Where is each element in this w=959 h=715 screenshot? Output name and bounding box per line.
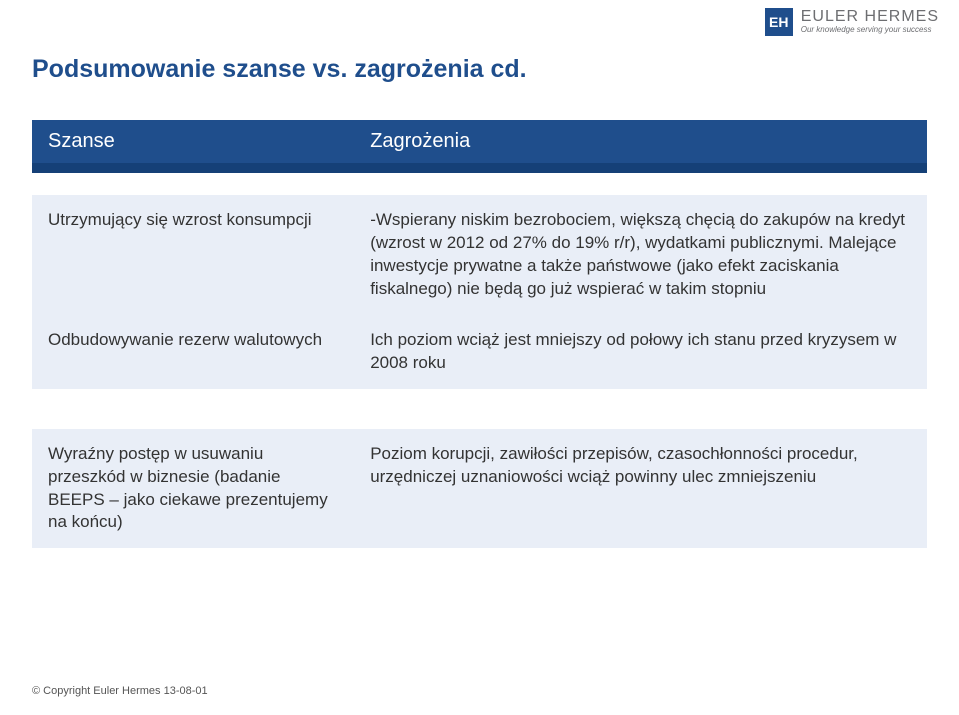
copyright-footer: © Copyright Euler Hermes 13-08-01	[32, 685, 208, 697]
table-cell-szanse: Odbudowywanie rezerw walutowych	[32, 315, 354, 389]
brand-name: EULER HERMES	[801, 9, 939, 26]
table-row: Wyraźny postęp w usuwaniu przeszkód w bi…	[32, 429, 927, 549]
brand-text-block: EULER HERMES Our knowledge serving your …	[801, 9, 939, 34]
table-cell-zagrozenia: Poziom korupcji, zawiłości przepisów, cz…	[354, 429, 927, 549]
table-cell-zagrozenia: -Wspierany niskim bezrobociem, większą c…	[354, 195, 927, 315]
page-title: Podsumowanie szanse vs. zagrożenia cd.	[32, 55, 527, 84]
table-row: Utrzymujący się wzrost konsumpcji-Wspier…	[32, 195, 927, 315]
table-cell-szanse: Wyraźny postęp w usuwaniu przeszkód w bi…	[32, 429, 354, 549]
table-cell-szanse: Utrzymujący się wzrost konsumpcji	[32, 195, 354, 315]
table-header-szanse: Szanse	[32, 120, 354, 163]
brand-badge-text: EH	[769, 14, 788, 30]
table-header-divider	[32, 163, 927, 173]
table-header-row: Szanse Zagrożenia	[32, 120, 927, 163]
table-header-zagrozenia: Zagrożenia	[354, 120, 927, 163]
brand-tagline: Our knowledge serving your success	[801, 26, 939, 34]
table-row: Odbudowywanie rezerw walutowychIch pozio…	[32, 315, 927, 389]
table-header-gap	[32, 173, 927, 195]
brand-logo: EH EULER HERMES Our knowledge serving yo…	[765, 8, 939, 36]
table-cell-zagrozenia: Ich poziom wciąż jest mniejszy od połowy…	[354, 315, 927, 389]
comparison-table: Szanse Zagrożenia Utrzymujący się wzrost…	[32, 120, 927, 548]
table-group-gap	[32, 389, 927, 429]
brand-badge: EH	[765, 8, 793, 36]
